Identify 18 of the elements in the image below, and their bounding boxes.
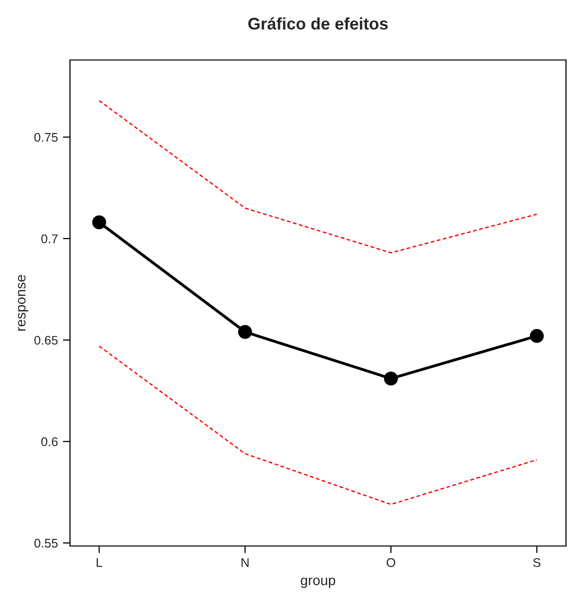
point: [92, 215, 106, 230]
point: [530, 329, 544, 343]
chart-title: Gráfico de efeitos: [248, 17, 388, 30]
x-tick-label: L: [96, 558, 102, 567]
line-series: [98, 345, 538, 506]
x-tick-label: O: [386, 558, 396, 567]
point: [238, 324, 252, 339]
x-tick-label: N: [242, 558, 249, 567]
y-tick-label: 0.7: [41, 234, 58, 244]
y-tick-label: 0.6: [41, 437, 58, 446]
x-tick-label: S: [533, 558, 540, 567]
point: [384, 372, 398, 386]
y-tick-label: 0.55: [34, 538, 58, 548]
y-tick-label: 0.75: [34, 132, 58, 142]
y-tick-label: 0.65: [34, 336, 58, 345]
x-axis-title: group: [300, 578, 336, 588]
line-series: [98, 100, 538, 254]
y-axis-title: response: [18, 275, 28, 331]
